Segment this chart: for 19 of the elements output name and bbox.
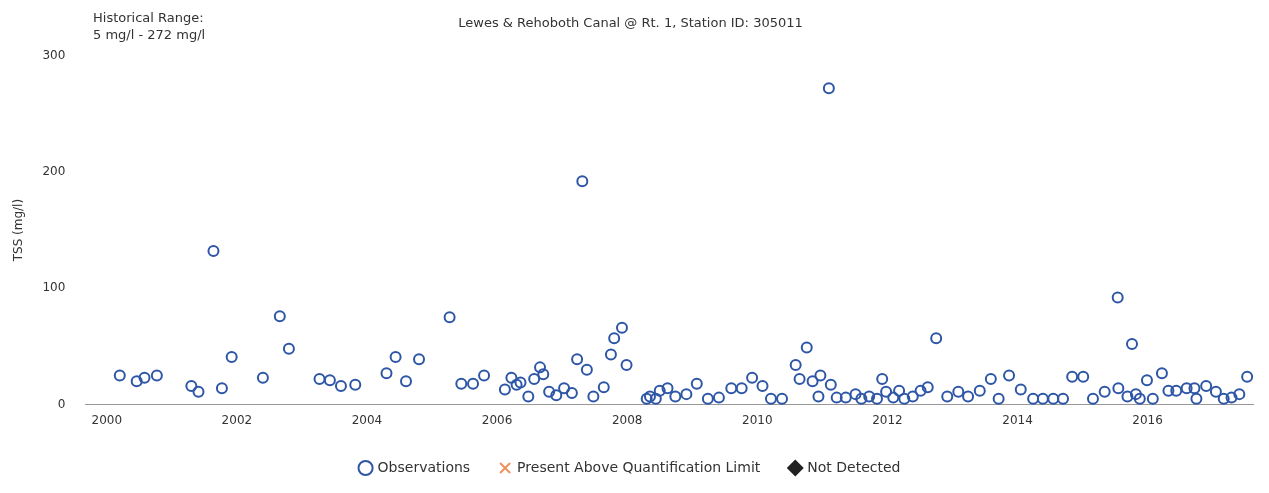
x-tick-label: 2008 [611,412,643,427]
x-tick-label: 2002 [221,412,253,427]
y-tick-label: 0 [57,396,66,411]
x-tick-label: 2010 [742,412,773,427]
y-tick-label: 200 [42,164,66,179]
x-tick-label: 2016 [1132,412,1163,427]
legend-label: Observations [377,458,471,475]
x-tick-label: 2014 [1002,412,1033,427]
x-tick-label: 2004 [351,412,383,427]
x-tick-label: 2012 [872,412,903,427]
y-tick-label: 300 [42,47,66,62]
x-tick-label: 2000 [91,412,123,427]
x-tick-label: 2006 [481,412,513,427]
text: Historical Range: 5 mg/l - 272 mg/l [93,9,206,42]
y-axis-title: TSS (mg/l) [11,198,26,263]
legend-label: Present Above Quantification Limit [517,458,761,475]
legend-label: Not Detected [807,458,901,475]
chart-title: Lewes & Rehoboth Canal @ Rt. 1, Station ID: 305011 [458,15,803,31]
y-tick-label: 100 [42,280,66,295]
